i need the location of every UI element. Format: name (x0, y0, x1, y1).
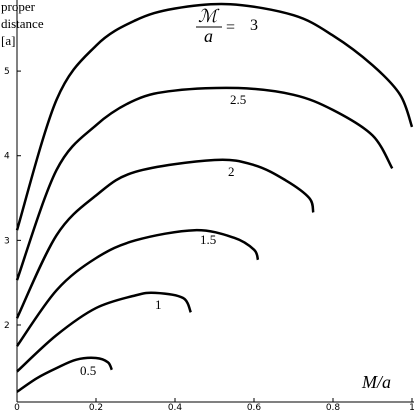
curve (16, 356, 113, 393)
y-tick-label: 4 (4, 152, 10, 162)
curve (16, 291, 192, 373)
y-axis-label: proper (1, 0, 36, 14)
curve (15, 228, 260, 347)
curve-label: 1 (155, 297, 162, 312)
x-tick-label: 0.6 (247, 403, 262, 412)
curve-label: 2.5 (230, 92, 246, 107)
curve-label-numerator: ℳ (198, 6, 220, 26)
x-tick-label: 0.8 (326, 403, 341, 412)
x-tick-label: 1 (409, 403, 415, 412)
y-axis-label: distance (1, 16, 44, 31)
y-tick-label: 3 (4, 236, 10, 246)
curve-label: 1.5 (200, 232, 216, 247)
x-tick-label: 0 (14, 403, 20, 412)
y-axis-label: [a] (1, 33, 15, 48)
y-tick-label: 2 (4, 321, 10, 331)
x-tick-label: 0.4 (168, 403, 183, 412)
curve-label: 2 (228, 164, 235, 179)
curve (15, 158, 315, 319)
curve-label: 3 (250, 17, 258, 34)
x-tick-label: 0.2 (89, 403, 103, 412)
x-axis-label: M/a (361, 372, 391, 392)
curve (15, 86, 394, 281)
curve-label-equals: = (226, 19, 235, 36)
curve-label-denominator: a (204, 26, 213, 46)
curve-label: 0.5 (80, 363, 96, 378)
y-tick-label: 5 (4, 67, 10, 77)
curve (15, 2, 414, 231)
